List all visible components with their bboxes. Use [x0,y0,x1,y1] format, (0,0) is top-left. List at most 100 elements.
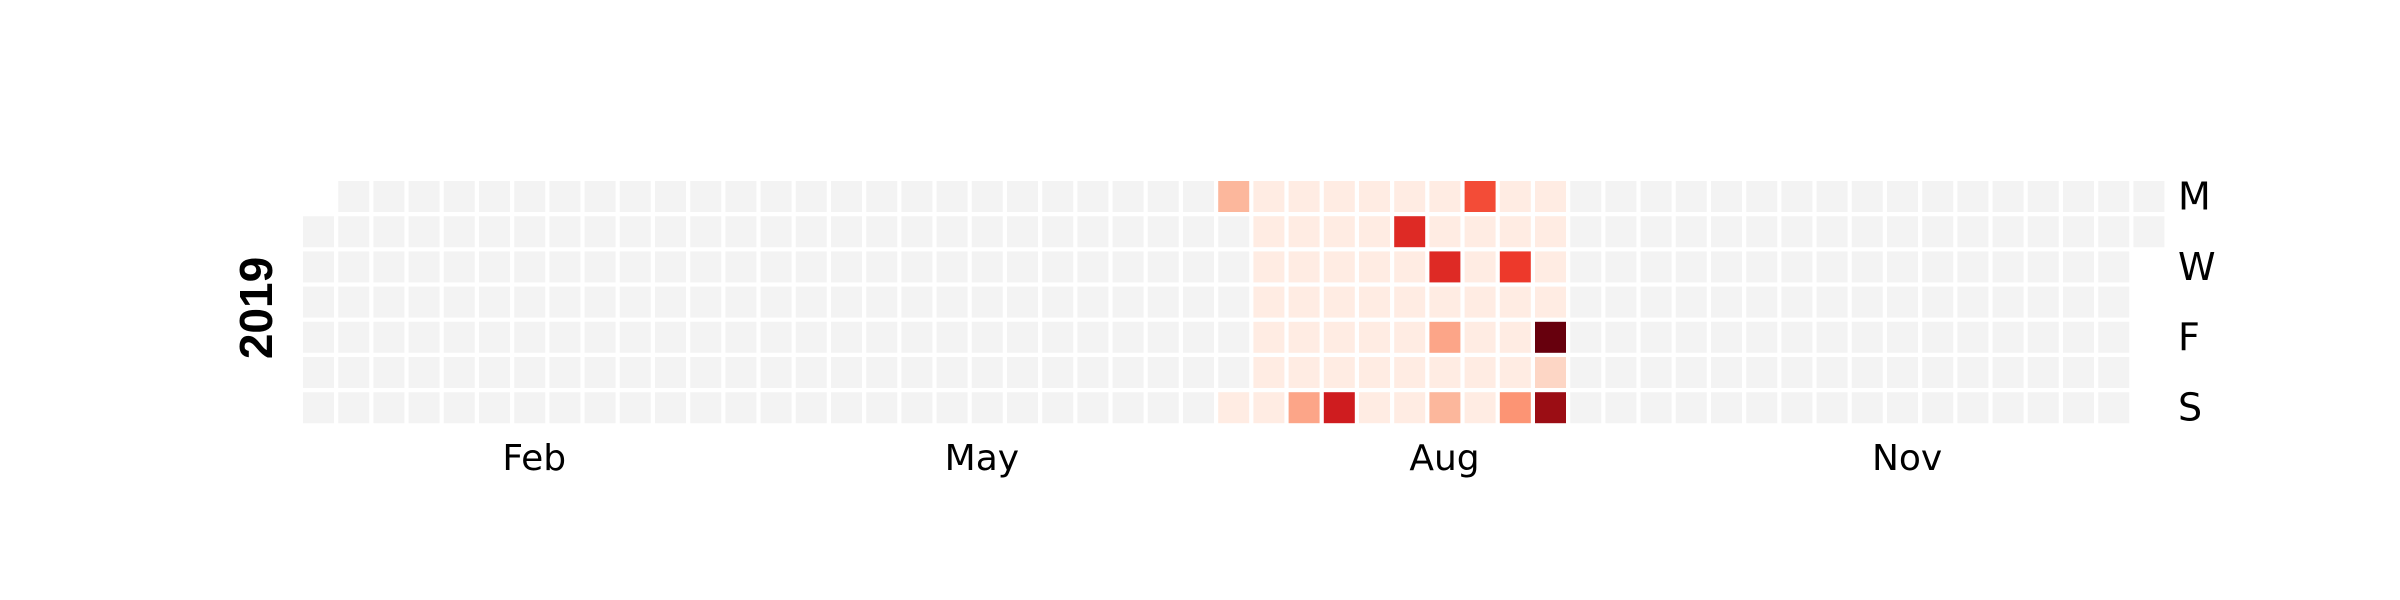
heatmap-cell [443,392,475,424]
year-label: 2019 [230,257,282,359]
heatmap-cell [690,321,722,353]
heatmap-cell [1359,357,1390,388]
heatmap-cell [549,392,581,424]
heatmap-cell [584,216,616,248]
heatmap-cell [1746,251,1778,283]
heatmap-cell [1781,181,1813,212]
heatmap-cell [1887,286,1918,318]
heatmap-cell [795,392,827,424]
heatmap-cell [338,286,370,318]
heatmap-cell [1887,181,1918,212]
heatmap-cell [1711,392,1742,424]
heatmap-cell [1359,251,1390,283]
heatmap-cell [1675,216,1707,248]
heatmap-cell [1851,321,1883,353]
heatmap-cell [1323,216,1355,248]
heatmap-cell [408,392,440,424]
heatmap-cell [479,181,510,212]
heatmap-cell [1922,321,1954,353]
heatmap-cell [1992,251,2024,283]
heatmap-cell [1394,286,1426,318]
heatmap-cell [2063,216,2094,248]
heatmap-cell [1218,181,1250,212]
day-label-3: S [2178,386,2202,430]
heatmap-cell [1359,181,1390,212]
heatmap-cell [1147,357,1179,388]
heatmap-cell [1992,357,2024,388]
heatmap-cell [1183,181,1214,212]
heatmap-cell [408,216,440,248]
heatmap-cell [1570,357,1602,388]
heatmap-cell [1042,321,1074,353]
heatmap-cell [1957,321,1989,353]
heatmap-cell [1077,251,1109,283]
heatmap-cell [1816,357,1848,388]
heatmap-cell [1957,286,1989,318]
heatmap-cell [1394,251,1426,283]
heatmap-cell [2098,286,2130,318]
heatmap-cell [1887,357,1918,388]
heatmap-cell [655,216,686,248]
heatmap-cell [1957,181,1989,212]
month-label-aug: Aug [1409,438,1479,479]
heatmap-cell [936,286,968,318]
heatmap-cell [1851,357,1883,388]
heatmap-cell [1570,181,1602,212]
heatmap-cell [338,181,370,212]
heatmap-cell [373,321,405,353]
heatmap-cell [1394,321,1426,353]
heatmap-cell [1570,216,1602,248]
heatmap-cell [303,251,334,283]
heatmap-cell [1464,321,1496,353]
heatmap-cell [514,357,546,388]
heatmap-cell [1605,321,1637,353]
heatmap-cell [1957,392,1989,424]
heatmap-cell [1077,286,1109,318]
heatmap-cell [1922,392,1954,424]
heatmap-cell [1112,392,1144,424]
heatmap-cell [549,181,581,212]
heatmap-cell [1499,392,1531,424]
heatmap-cell [2098,251,2130,283]
heatmap-cell [2133,216,2165,248]
heatmap-cell [1605,251,1637,283]
heatmap-cell [1218,286,1250,318]
heatmap-cell [1183,357,1214,388]
heatmap-cell [514,286,546,318]
heatmap-cell [1535,181,1566,212]
heatmap-cell [1112,321,1144,353]
heatmap-cell [1605,286,1637,318]
heatmap-cell [1253,286,1285,318]
heatmap-cell [1675,392,1707,424]
heatmap-cell [866,321,898,353]
month-labels: Feb May Aug Nov [502,438,1942,479]
heatmap-cell [2027,321,2059,353]
heatmap-cell [831,251,862,283]
heatmap-cell [866,251,898,283]
heatmap-cell [795,216,827,248]
heatmap-cell [1253,181,1285,212]
heatmap-cell [584,181,616,212]
heatmap-cell [1992,286,2024,318]
heatmap-cell [1746,392,1778,424]
heatmap-cell [514,321,546,353]
heatmap-cell [971,251,1003,283]
heatmap-cell [725,181,757,212]
heatmap-cell [338,321,370,353]
heatmap-cell [1781,286,1813,318]
heatmap-cell [1464,357,1496,388]
heatmap-cell [1816,286,1848,318]
heatmap-cell [831,321,862,353]
heatmap-cell [479,321,510,353]
heatmap-cell [1183,321,1214,353]
heatmap-cell [1851,392,1883,424]
heatmap-cell [443,216,475,248]
heatmap-cell [866,357,898,388]
heatmap-cell [690,251,722,283]
heatmap-cell [514,392,546,424]
heatmap-cell [901,251,933,283]
heatmap-cell [2098,321,2130,353]
day-label-2: F [2178,315,2200,359]
heatmap-cell [866,216,898,248]
heatmap-cell [1816,216,1848,248]
